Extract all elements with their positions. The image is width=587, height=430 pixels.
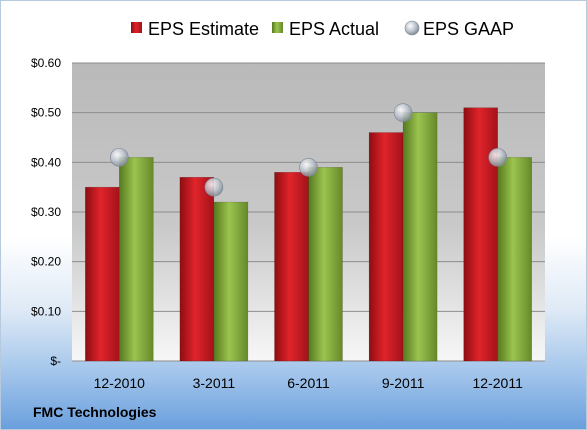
legend-swatch — [404, 20, 420, 36]
marker-eps-gaap — [488, 148, 508, 167]
y-tick-label: $0.20 — [31, 255, 61, 269]
bar-eps-actual — [213, 201, 249, 362]
bar-eps-estimate — [368, 132, 404, 362]
bar-eps-actual — [497, 157, 532, 362]
marker-eps-gaap — [299, 158, 318, 177]
marker-eps-gaap — [110, 148, 129, 167]
bar-eps-actual — [119, 157, 154, 362]
bar-eps-estimate — [179, 176, 215, 362]
legend-entry: EPS Estimate — [148, 19, 259, 39]
source-label: FMC Technologies — [33, 404, 157, 420]
y-tick-label: $0.40 — [31, 155, 61, 169]
bars — [85, 107, 532, 362]
x-tick-label: 12-2011 — [473, 375, 524, 391]
bar-eps-estimate — [85, 186, 120, 362]
bar-eps-estimate — [463, 107, 498, 362]
x-tick-label: 12-2010 — [94, 375, 146, 391]
legend-swatch — [272, 22, 283, 33]
legend: EPS Estimate EPS Actual EPS GAAP — [131, 19, 514, 39]
marker-eps-gaap — [393, 103, 413, 122]
y-tick-label: $- — [50, 354, 61, 368]
gaap-markers — [110, 103, 508, 197]
bar-eps-actual — [308, 167, 343, 362]
y-tick-label: $0.50 — [31, 106, 61, 120]
x-tick-label: 6-2011 — [287, 375, 330, 391]
x-tick-label: 9-2011 — [382, 375, 425, 391]
bar-eps-actual — [402, 112, 438, 362]
legend-entry: EPS GAAP — [423, 19, 514, 39]
y-tick-label: $0.10 — [31, 304, 61, 318]
bar-eps-estimate — [274, 172, 309, 362]
x-axis: 12-2010 3-2011 6-2011 9-2011 12-2011 — [94, 375, 523, 391]
legend-entry: EPS Actual — [289, 19, 379, 39]
y-tick-label: $0.60 — [31, 56, 61, 70]
x-tick-label: 3-2011 — [193, 375, 236, 391]
y-tick-label: $0.30 — [31, 205, 61, 219]
legend-swatch — [131, 22, 142, 33]
marker-eps-gaap — [204, 177, 224, 197]
y-axis: $- $0.10 $0.20 $0.30 $0.40 $0.50 $0.60 — [31, 56, 61, 368]
